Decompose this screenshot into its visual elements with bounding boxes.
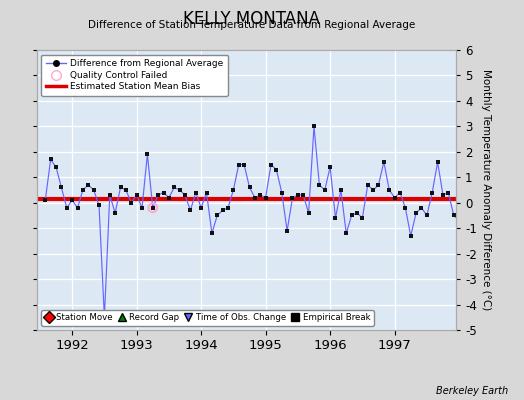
Point (240, 161, 248, 168)
Point (57, 184, 66, 191)
Point (390, 194, 399, 201)
Point (224, 205, 232, 211)
Point (47, 156, 55, 163)
Point (181, 192, 189, 198)
Point (219, 207, 227, 214)
Point (84, 182, 92, 188)
Point (503, 187, 511, 193)
Point (342, 230, 351, 236)
Point (519, 194, 524, 201)
Point (364, 182, 372, 188)
Point (116, 184, 125, 191)
Point (111, 210, 119, 216)
Point (428, 189, 436, 196)
Point (493, 149, 501, 155)
Point (127, 200, 136, 206)
Point (133, 192, 141, 198)
Point (450, 212, 458, 219)
Point (213, 212, 222, 219)
Point (380, 159, 388, 165)
Point (41, 197, 49, 203)
Text: KELLY MONTANA: KELLY MONTANA (183, 10, 320, 28)
Point (353, 210, 361, 216)
Point (498, 156, 506, 163)
Point (267, 161, 275, 168)
Point (412, 210, 420, 216)
Legend: Station Move, Record Gap, Time of Obs. Change, Empirical Break: Station Move, Record Gap, Time of Obs. C… (41, 310, 374, 326)
Point (293, 192, 302, 198)
Text: Difference of Station Temperature Data from Regional Average: Difference of Station Temperature Data f… (88, 20, 415, 30)
Point (417, 205, 425, 211)
Point (407, 233, 415, 239)
Point (143, 151, 151, 158)
Point (514, 192, 522, 198)
Point (176, 187, 184, 193)
Point (358, 215, 367, 221)
Point (202, 189, 211, 196)
Point (73, 205, 82, 211)
Point (476, 212, 485, 219)
Point (487, 205, 496, 211)
Point (471, 194, 479, 201)
Point (310, 123, 318, 130)
Point (347, 212, 356, 219)
Point (337, 187, 345, 193)
Point (509, 192, 517, 198)
Point (444, 189, 453, 196)
Point (326, 164, 334, 170)
Point (304, 210, 313, 216)
Y-axis label: Monthly Temperature Anomaly Difference (°C): Monthly Temperature Anomaly Difference (… (481, 69, 491, 311)
Point (52, 164, 60, 170)
Point (170, 184, 179, 191)
Point (149, 205, 157, 211)
Point (138, 205, 146, 211)
Point (122, 187, 130, 193)
Point (79, 187, 87, 193)
Point (186, 207, 194, 214)
Point (455, 217, 463, 224)
Point (229, 187, 237, 193)
Point (433, 159, 442, 165)
Point (331, 215, 340, 221)
Point (90, 187, 98, 193)
Point (321, 187, 329, 193)
Point (100, 314, 108, 320)
Point (154, 192, 162, 198)
Point (396, 189, 404, 196)
Point (149, 205, 157, 211)
Point (250, 194, 259, 201)
Point (105, 192, 114, 198)
Point (482, 225, 490, 231)
Text: Berkeley Earth: Berkeley Earth (436, 386, 508, 396)
Point (369, 187, 377, 193)
Point (288, 194, 297, 201)
Point (192, 189, 200, 196)
Point (159, 189, 168, 196)
Point (401, 205, 410, 211)
Point (272, 166, 280, 173)
Point (197, 205, 205, 211)
Point (374, 182, 383, 188)
Point (466, 187, 474, 193)
Point (261, 194, 270, 201)
Point (315, 182, 323, 188)
Point (68, 197, 77, 203)
Point (299, 192, 308, 198)
Point (165, 194, 173, 201)
Point (245, 184, 254, 191)
Point (283, 228, 291, 234)
Point (278, 189, 286, 196)
Point (95, 202, 103, 208)
Point (439, 192, 447, 198)
Point (460, 207, 468, 214)
Point (235, 161, 243, 168)
Point (256, 192, 265, 198)
Point (62, 205, 71, 211)
Point (385, 187, 394, 193)
Point (208, 230, 216, 236)
Point (423, 212, 431, 219)
